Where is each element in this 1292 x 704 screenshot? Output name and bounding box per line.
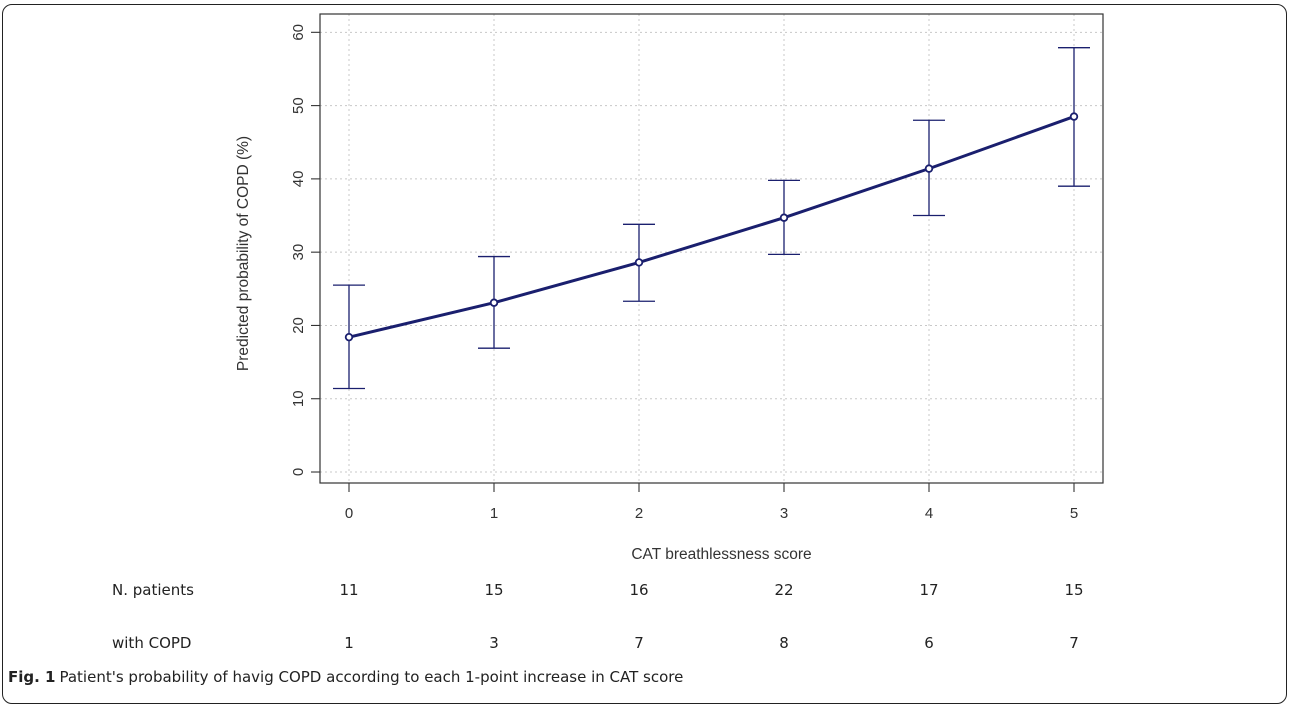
x-tick-label: 3 bbox=[780, 505, 788, 522]
table-cell: 6 bbox=[924, 634, 934, 652]
y-axis-title: Predicted probability of COPD (%) bbox=[235, 136, 252, 371]
table-cell: 8 bbox=[779, 634, 789, 652]
y-tick-label: 10 bbox=[290, 390, 307, 407]
x-tick-label: 0 bbox=[345, 505, 353, 522]
y-tick-label: 0 bbox=[290, 468, 307, 476]
data-point bbox=[924, 164, 934, 173]
data-point bbox=[1069, 112, 1079, 121]
y-tick-label: 60 bbox=[290, 24, 307, 41]
table-cell: 15 bbox=[1064, 581, 1083, 599]
data-point bbox=[344, 332, 354, 342]
caption-prefix: Fig. 1 bbox=[8, 668, 56, 686]
x-tick-label: 2 bbox=[635, 505, 643, 522]
series-line bbox=[348, 115, 1075, 339]
data-point bbox=[634, 258, 644, 267]
y-tick-label: 50 bbox=[290, 97, 307, 114]
table-cell: 11 bbox=[339, 581, 358, 599]
y-axis: 0 10 20 30 40 50 60 bbox=[290, 24, 320, 476]
patient-count-table: N. patients 11 15 16 22 17 15 with COPD 1 3 7 8 6 7 bbox=[112, 581, 1084, 652]
table-row-label: with COPD bbox=[112, 634, 191, 652]
table-cell: 15 bbox=[484, 581, 503, 599]
error-bars bbox=[333, 47, 1090, 390]
table-cell: 7 bbox=[634, 634, 644, 652]
x-tick-label: 1 bbox=[490, 505, 498, 522]
table-row-label: N. patients bbox=[112, 581, 194, 599]
table-cell: 3 bbox=[489, 634, 499, 652]
figure-caption: Fig. 1 Patient's probability of havig COP… bbox=[8, 668, 683, 686]
y-tick-label: 30 bbox=[290, 244, 307, 261]
table-cell: 16 bbox=[629, 581, 648, 599]
data-points bbox=[344, 112, 1079, 342]
plot-area bbox=[319, 13, 1104, 484]
x-tick-label: 5 bbox=[1070, 505, 1078, 522]
trend-line bbox=[348, 115, 1075, 339]
x-axis: 0 1 2 3 4 5 bbox=[345, 483, 1078, 522]
table-cell: 1 bbox=[344, 634, 354, 652]
y-tick-label: 40 bbox=[290, 171, 307, 188]
table-cell: 17 bbox=[919, 581, 938, 599]
x-axis-title: CAT breathlessness score bbox=[631, 546, 811, 563]
data-point bbox=[779, 213, 789, 222]
table-cell: 7 bbox=[1069, 634, 1079, 652]
table-cell: 22 bbox=[774, 581, 793, 599]
data-point bbox=[489, 298, 499, 307]
grid bbox=[320, 14, 1103, 483]
x-tick-label: 4 bbox=[925, 505, 933, 522]
caption-text: Patient's probability of havig COPD acco… bbox=[59, 668, 684, 686]
y-tick-label: 20 bbox=[290, 317, 307, 334]
